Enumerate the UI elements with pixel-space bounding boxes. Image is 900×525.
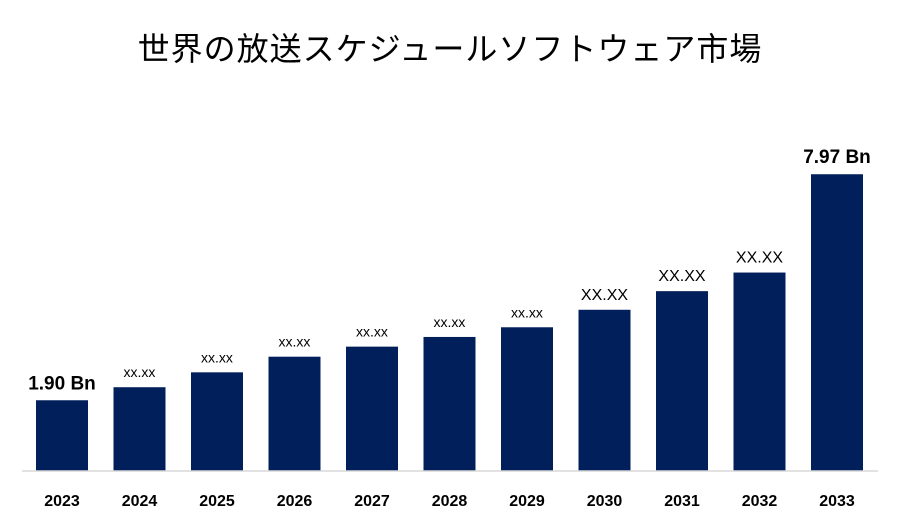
x-tick-label-2028: 2028	[432, 493, 468, 510]
x-tick-label-2027: 2027	[354, 493, 390, 510]
bars-group	[36, 174, 863, 471]
x-tick-label-2026: 2026	[277, 493, 313, 510]
bar-2029	[501, 327, 553, 471]
data-label-2027: xx.xx	[356, 324, 388, 340]
bar-2028	[423, 336, 476, 471]
data-label-2032: XX.XX	[736, 250, 783, 267]
x-tick-labels: 2023 2024 2025 2026 2027 2028 2029 2030 2031 2032…	[44, 493, 855, 510]
bar-2023	[36, 400, 88, 471]
x-tick-label-2023: 2023	[44, 493, 80, 510]
bar-2024	[113, 387, 166, 471]
x-tick-label-2029: 2029	[509, 493, 545, 510]
data-label-2024: xx.xx	[124, 364, 156, 380]
data-labels: 1.90 Bn xx.xx xx.xx xx.xx xx.xx xx.xx xx.xx XX.…	[28, 147, 871, 394]
x-tick-label-2025: 2025	[199, 493, 235, 510]
x-tick-label-2024: 2024	[122, 493, 158, 510]
data-label-2023: 1.90 Bn	[28, 373, 96, 394]
bar-2026	[268, 356, 321, 471]
data-label-2026: xx.xx	[279, 334, 311, 350]
chart-title: 世界の放送スケジュールソフトウェア市場	[137, 30, 763, 68]
bar-2031	[656, 291, 708, 471]
x-tick-label-2031: 2031	[664, 493, 700, 510]
bar-2032	[733, 272, 786, 471]
data-label-2030: XX.XX	[581, 287, 628, 304]
bar-2027	[346, 346, 398, 471]
bar-2025	[191, 372, 243, 471]
data-label-2033: 7.97 Bn	[803, 147, 871, 168]
data-label-2031: XX.XX	[658, 268, 705, 285]
bar-2030	[578, 309, 631, 471]
data-label-2028: xx.xx	[434, 314, 466, 330]
data-label-2025: xx.xx	[201, 349, 233, 365]
bar-2033	[811, 174, 863, 471]
x-tick-label-2033: 2033	[819, 493, 855, 510]
x-tick-label-2030: 2030	[587, 493, 623, 510]
x-tick-label-2032: 2032	[742, 493, 778, 510]
data-label-2029: xx.xx	[511, 304, 543, 320]
